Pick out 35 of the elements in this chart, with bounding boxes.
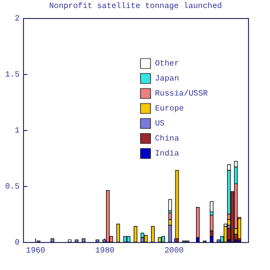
legend-label: Japan xyxy=(155,74,180,84)
bar xyxy=(96,239,100,242)
x-tick-label: 1960 xyxy=(26,246,46,256)
legend-label: Europe xyxy=(155,104,184,114)
bar xyxy=(216,239,220,242)
bar xyxy=(168,199,172,211)
bar xyxy=(175,170,179,239)
bar xyxy=(116,224,120,242)
y-tick-label: 1 xyxy=(14,126,20,136)
x-tick-label: 2000 xyxy=(164,246,184,256)
bar xyxy=(50,238,54,242)
legend-label: Russia/USSR xyxy=(155,90,208,98)
bar xyxy=(134,226,138,242)
y-tick-label: 2 xyxy=(14,14,20,24)
bar xyxy=(126,236,130,242)
chart-title: Nonprofit satellite tonnage launched xyxy=(49,2,222,11)
bar xyxy=(106,190,110,242)
bar xyxy=(123,236,127,242)
bar xyxy=(151,226,155,242)
bar xyxy=(82,238,86,242)
bar xyxy=(210,201,214,212)
legend-label: Other xyxy=(155,60,180,68)
y-tick-label: 1.5 xyxy=(5,70,20,80)
bar xyxy=(158,237,162,242)
x-tick-label: 1980 xyxy=(95,246,115,256)
legend-label: China xyxy=(155,134,180,144)
legend-label: US xyxy=(155,120,165,128)
bar xyxy=(224,226,228,242)
legend-label: India xyxy=(155,150,180,158)
bar xyxy=(68,239,72,242)
bar xyxy=(161,236,165,242)
bar xyxy=(144,234,148,242)
bar xyxy=(74,239,78,242)
y-tick-label: 0 xyxy=(14,238,20,248)
y-tick-label: 0.5 xyxy=(5,182,20,192)
